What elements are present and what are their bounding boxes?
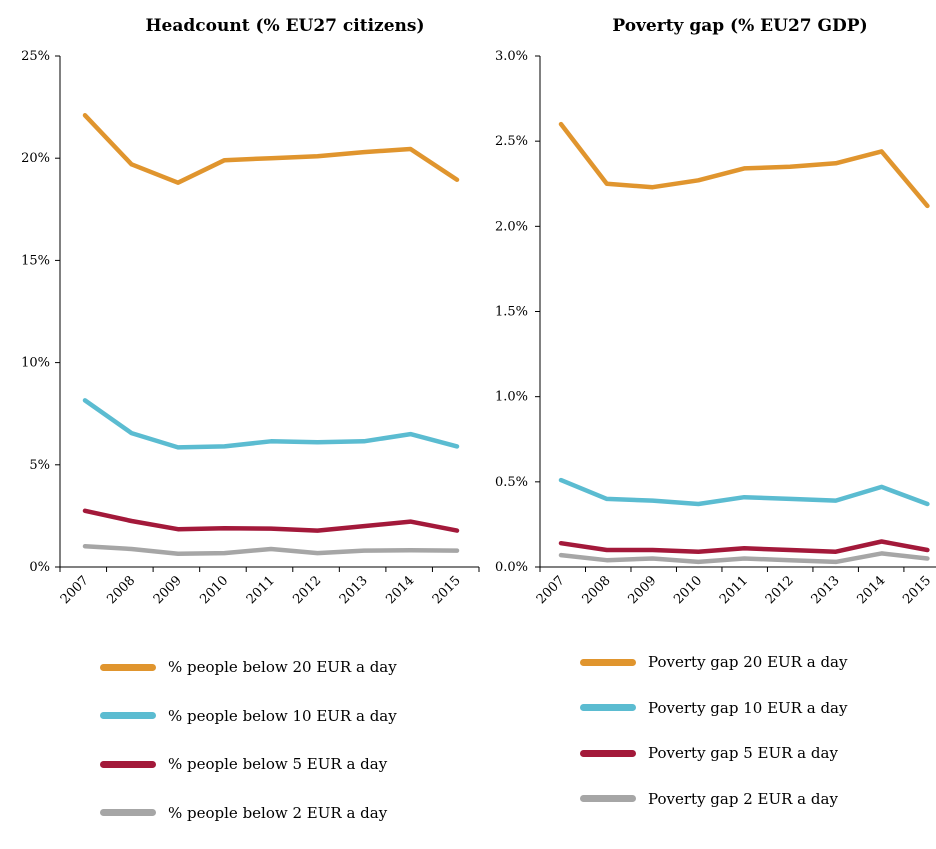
y-tick-label: 0.5%	[495, 475, 528, 490]
y-tick-label: 3.0%	[495, 49, 528, 64]
x-tick-label: 2015	[900, 573, 934, 607]
y-tick-label: 1.5%	[495, 305, 528, 320]
legend-swatch	[100, 663, 156, 671]
x-tick-label: 2009	[625, 573, 659, 607]
legend-label: Poverty gap 5 EUR a day	[648, 744, 838, 762]
legend-label: % people below 10 EUR a day	[168, 706, 397, 725]
y-tick-label: 10%	[21, 356, 50, 371]
x-tick-label: 2010	[671, 573, 705, 607]
series-line	[558, 121, 930, 209]
y-tick-label: 15%	[21, 253, 50, 268]
x-tick-label: 2010	[197, 573, 231, 607]
series-line	[82, 508, 460, 533]
x-tick-label: 2013	[809, 573, 843, 607]
legend-item: Poverty gap 5 EUR a day	[580, 741, 847, 765]
series-line	[82, 113, 460, 185]
legend-label: Poverty gap 20 EUR a day	[648, 653, 848, 671]
y-tick-label: 5%	[29, 458, 50, 473]
y-tick-label: 25%	[21, 49, 50, 64]
legend-item: Poverty gap 20 EUR a day	[580, 650, 847, 674]
x-tick-label: 2011	[717, 573, 751, 607]
legend-item: % people below 10 EUR a day	[100, 704, 397, 728]
legend-label: % people below 5 EUR a day	[168, 755, 388, 773]
y-tick-label: 2.5%	[495, 134, 528, 149]
legend-label: Poverty gap 10 EUR a day	[648, 698, 848, 717]
y-tick-label: 20%	[21, 151, 50, 166]
legend-item: % people below 2 EUR a day	[100, 801, 397, 825]
legend-item: Poverty gap 2 EUR a day	[580, 787, 847, 811]
x-tick-label: 2008	[580, 573, 614, 607]
legend-swatch	[100, 809, 156, 816]
legend-label: % people below 2 EUR a day	[168, 803, 388, 822]
series-line	[558, 539, 930, 554]
x-tick-label: 2011	[244, 573, 278, 607]
legend-swatch	[580, 704, 636, 711]
x-tick-label: 2015	[430, 573, 464, 607]
legend-swatch	[100, 760, 156, 768]
x-tick-label: 2012	[763, 573, 797, 607]
x-tick-label: 2014	[383, 573, 417, 607]
charts-canvas: 0% 5% 10% 15% 20% 25% 2007 2008 2009 2010 2011 2012…	[21, 49, 936, 607]
series-line	[82, 543, 460, 556]
legend-label: % people below 20 EUR a day	[168, 658, 397, 676]
x-tick-label: 2009	[151, 573, 185, 607]
legend-swatch	[580, 658, 636, 666]
y-tick-label: 1.0%	[495, 390, 528, 405]
x-tick-label: 2007	[58, 573, 92, 607]
y-tick-label: 0%	[29, 560, 50, 575]
x-tick-label: 2007	[534, 573, 568, 607]
series-line	[558, 551, 930, 565]
legend-item: Poverty gap 10 EUR a day	[580, 696, 847, 720]
y-tick-label: 2.0%	[495, 219, 528, 234]
series-line	[82, 398, 460, 450]
legend-swatch	[580, 795, 636, 802]
x-tick-label: 2013	[337, 573, 371, 607]
legend-swatch	[100, 712, 156, 719]
y-tick-label: 0.0%	[495, 560, 528, 575]
legend-headcount: % people below 20 EUR a day % people bel…	[100, 655, 397, 849]
series-line	[558, 477, 930, 507]
legend-item: % people below 5 EUR a day	[100, 752, 397, 776]
x-tick-label: 2014	[854, 573, 888, 607]
legend-swatch	[580, 749, 636, 757]
legend-item: % people below 20 EUR a day	[100, 655, 397, 679]
legend-label: Poverty gap 2 EUR a day	[648, 789, 838, 808]
x-tick-label: 2008	[104, 573, 138, 607]
chart-title-poverty-gap: Poverty gap (% EU27 GDP)	[612, 16, 868, 36]
x-tick-label: 2012	[290, 573, 324, 607]
chart-title-headcount: Headcount (% EU27 citizens)	[145, 16, 425, 36]
legend-poverty-gap: Poverty gap 20 EUR a day Poverty gap 10 …	[580, 650, 847, 832]
